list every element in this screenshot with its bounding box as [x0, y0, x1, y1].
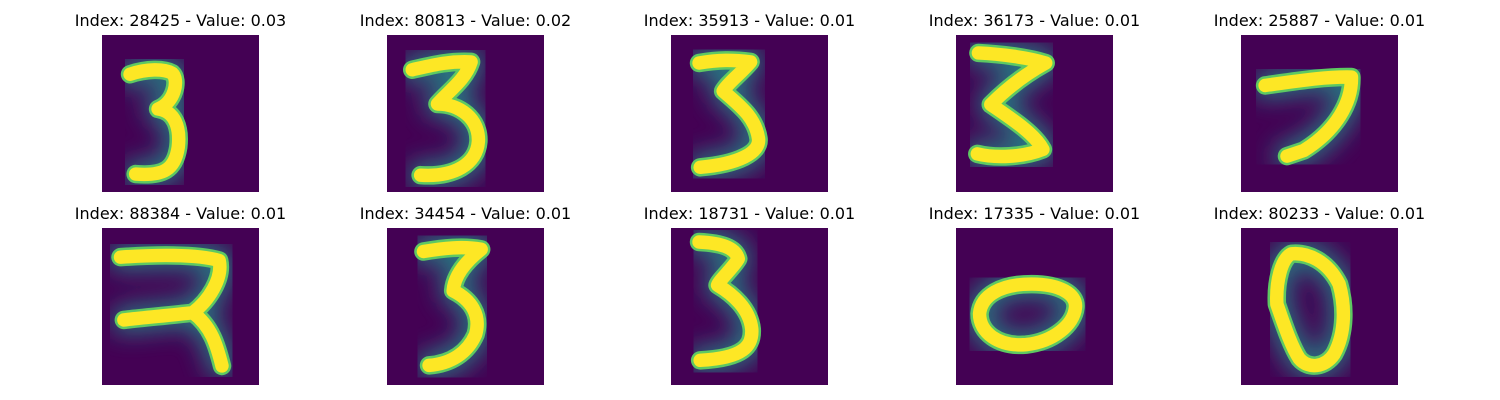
digit-3-image — [686, 47, 772, 181]
digit-panel: Index: 17335 - Value: 0.01 — [929, 204, 1140, 385]
digit-3-image — [410, 234, 495, 379]
digit-0-image — [966, 271, 1089, 358]
digit-panel: Index: 28425 - Value: 0.03 — [75, 11, 286, 192]
panel-title: Index: 80233 - Value: 0.01 — [1214, 204, 1425, 223]
digit-stroke-core — [1258, 70, 1359, 163]
digit-3-image — [399, 48, 492, 189]
digit-panel: Index: 88384 - Value: 0.01 — [75, 204, 286, 385]
panel-title: Index: 25887 - Value: 0.01 — [1214, 11, 1425, 30]
digit-stroke-core — [970, 46, 1053, 164]
digit-stroke-core — [972, 277, 1083, 352]
digit-0-image — [1263, 240, 1357, 379]
digit-panel: Index: 34454 - Value: 0.01 — [360, 204, 571, 385]
digit-3-image — [964, 40, 1059, 170]
panel-title: Index: 36173 - Value: 0.01 — [929, 11, 1140, 30]
panel-title: Index: 80813 - Value: 0.02 — [360, 11, 571, 30]
panel-title: Index: 18731 - Value: 0.01 — [644, 204, 855, 223]
digit-panel: Index: 80813 - Value: 0.02 — [360, 11, 571, 192]
digit-stroke-core — [1270, 246, 1351, 373]
digit-panel: Index: 25887 - Value: 0.01 — [1214, 11, 1425, 192]
panel-title: Index: 34454 - Value: 0.01 — [360, 204, 571, 223]
digit-stroke-core — [123, 63, 186, 182]
digit-stroke-core — [692, 53, 766, 175]
panel-title: Index: 88384 - Value: 0.01 — [75, 204, 286, 223]
digit-panel: Index: 36173 - Value: 0.01 — [929, 11, 1140, 192]
digit-7-image — [1252, 64, 1365, 170]
digit-panel: Index: 18731 - Value: 0.01 — [644, 204, 855, 385]
digit-panel: Index: 80233 - Value: 0.01 — [1214, 204, 1425, 385]
panels-group: Index: 28425 - Value: 0.03 Index: 80813 -… — [75, 11, 1425, 385]
digit-3-image — [107, 242, 235, 379]
digit-stroke-core — [405, 55, 486, 183]
digit-stroke-core — [113, 248, 229, 373]
digit-3-image — [117, 57, 192, 188]
digit-panel: Index: 35913 - Value: 0.01 — [644, 11, 855, 192]
digit-stroke-core — [416, 240, 488, 373]
digit-image-background — [1241, 35, 1398, 192]
panel-title: Index: 35913 - Value: 0.01 — [644, 11, 855, 30]
digit-3-image — [686, 229, 765, 374]
digit-stroke-core — [692, 235, 759, 368]
panel-title: Index: 17335 - Value: 0.01 — [929, 204, 1140, 223]
panel-title: Index: 28425 - Value: 0.03 — [75, 11, 286, 30]
